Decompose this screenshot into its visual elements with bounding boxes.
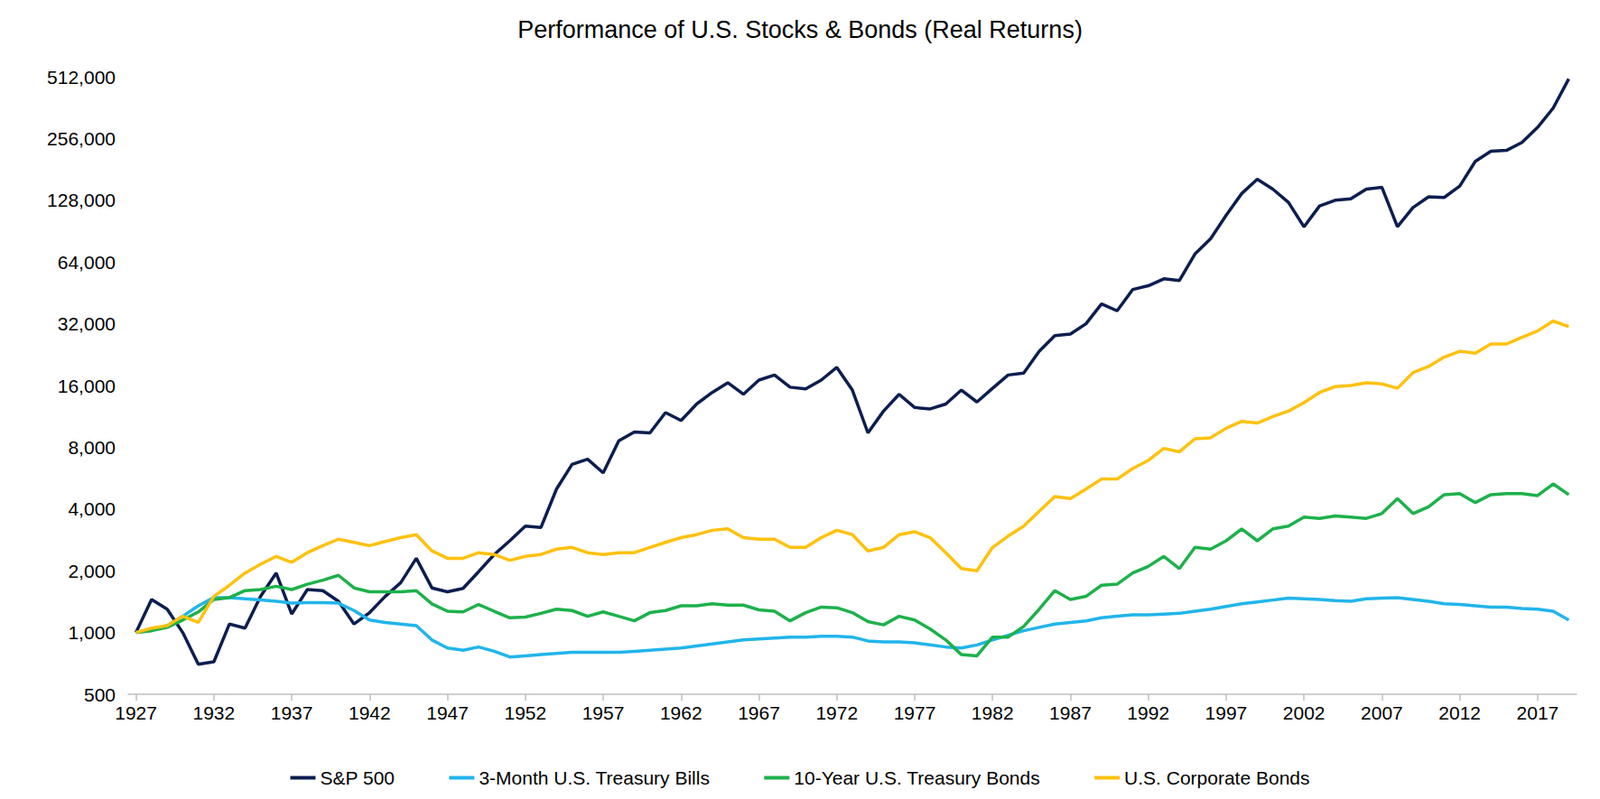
svg-text:32,000: 32,000 (57, 313, 116, 335)
svg-text:2,000: 2,000 (67, 560, 116, 582)
svg-text:1952: 1952 (503, 702, 547, 724)
svg-text:16,000: 16,000 (57, 375, 116, 397)
svg-text:1967: 1967 (737, 702, 781, 724)
svg-text:1987: 1987 (1049, 702, 1092, 724)
svg-text:1992: 1992 (1126, 702, 1170, 724)
svg-text:256,000: 256,000 (46, 128, 116, 149)
svg-text:S&P 500: S&P 500 (319, 767, 395, 789)
svg-text:1957: 1957 (582, 702, 625, 724)
svg-text:2007: 2007 (1360, 702, 1404, 724)
svg-text:1977: 1977 (893, 702, 937, 724)
svg-text:1982: 1982 (971, 702, 1014, 724)
svg-text:1947: 1947 (426, 702, 469, 724)
svg-text:10-Year U.S. Treasury Bonds: 10-Year U.S. Treasury Bonds (793, 767, 1040, 789)
svg-text:U.S. Corporate Bonds: U.S. Corporate Bonds (1124, 767, 1310, 789)
svg-text:2017: 2017 (1516, 702, 1560, 724)
svg-text:2002: 2002 (1283, 702, 1326, 724)
svg-text:500: 500 (83, 684, 116, 706)
svg-text:512,000: 512,000 (46, 66, 116, 88)
svg-text:3-Month U.S. Treasury Bills: 3-Month U.S. Treasury Bills (478, 767, 710, 789)
svg-text:8,000: 8,000 (67, 437, 116, 458)
svg-text:1932: 1932 (193, 702, 236, 724)
svg-text:128,000: 128,000 (46, 189, 116, 211)
svg-text:4,000: 4,000 (67, 498, 116, 520)
svg-text:1942: 1942 (348, 702, 391, 724)
svg-text:1972: 1972 (815, 702, 858, 724)
svg-text:1962: 1962 (660, 702, 703, 724)
svg-text:Performance of U.S. Stocks & B: Performance of U.S. Stocks & Bonds (Real… (517, 16, 1083, 44)
svg-text:2012: 2012 (1438, 702, 1481, 724)
svg-text:1937: 1937 (270, 702, 314, 724)
svg-text:1927: 1927 (114, 702, 158, 724)
svg-text:1997: 1997 (1205, 702, 1248, 724)
svg-text:1,000: 1,000 (67, 622, 116, 643)
svg-text:64,000: 64,000 (57, 251, 116, 273)
